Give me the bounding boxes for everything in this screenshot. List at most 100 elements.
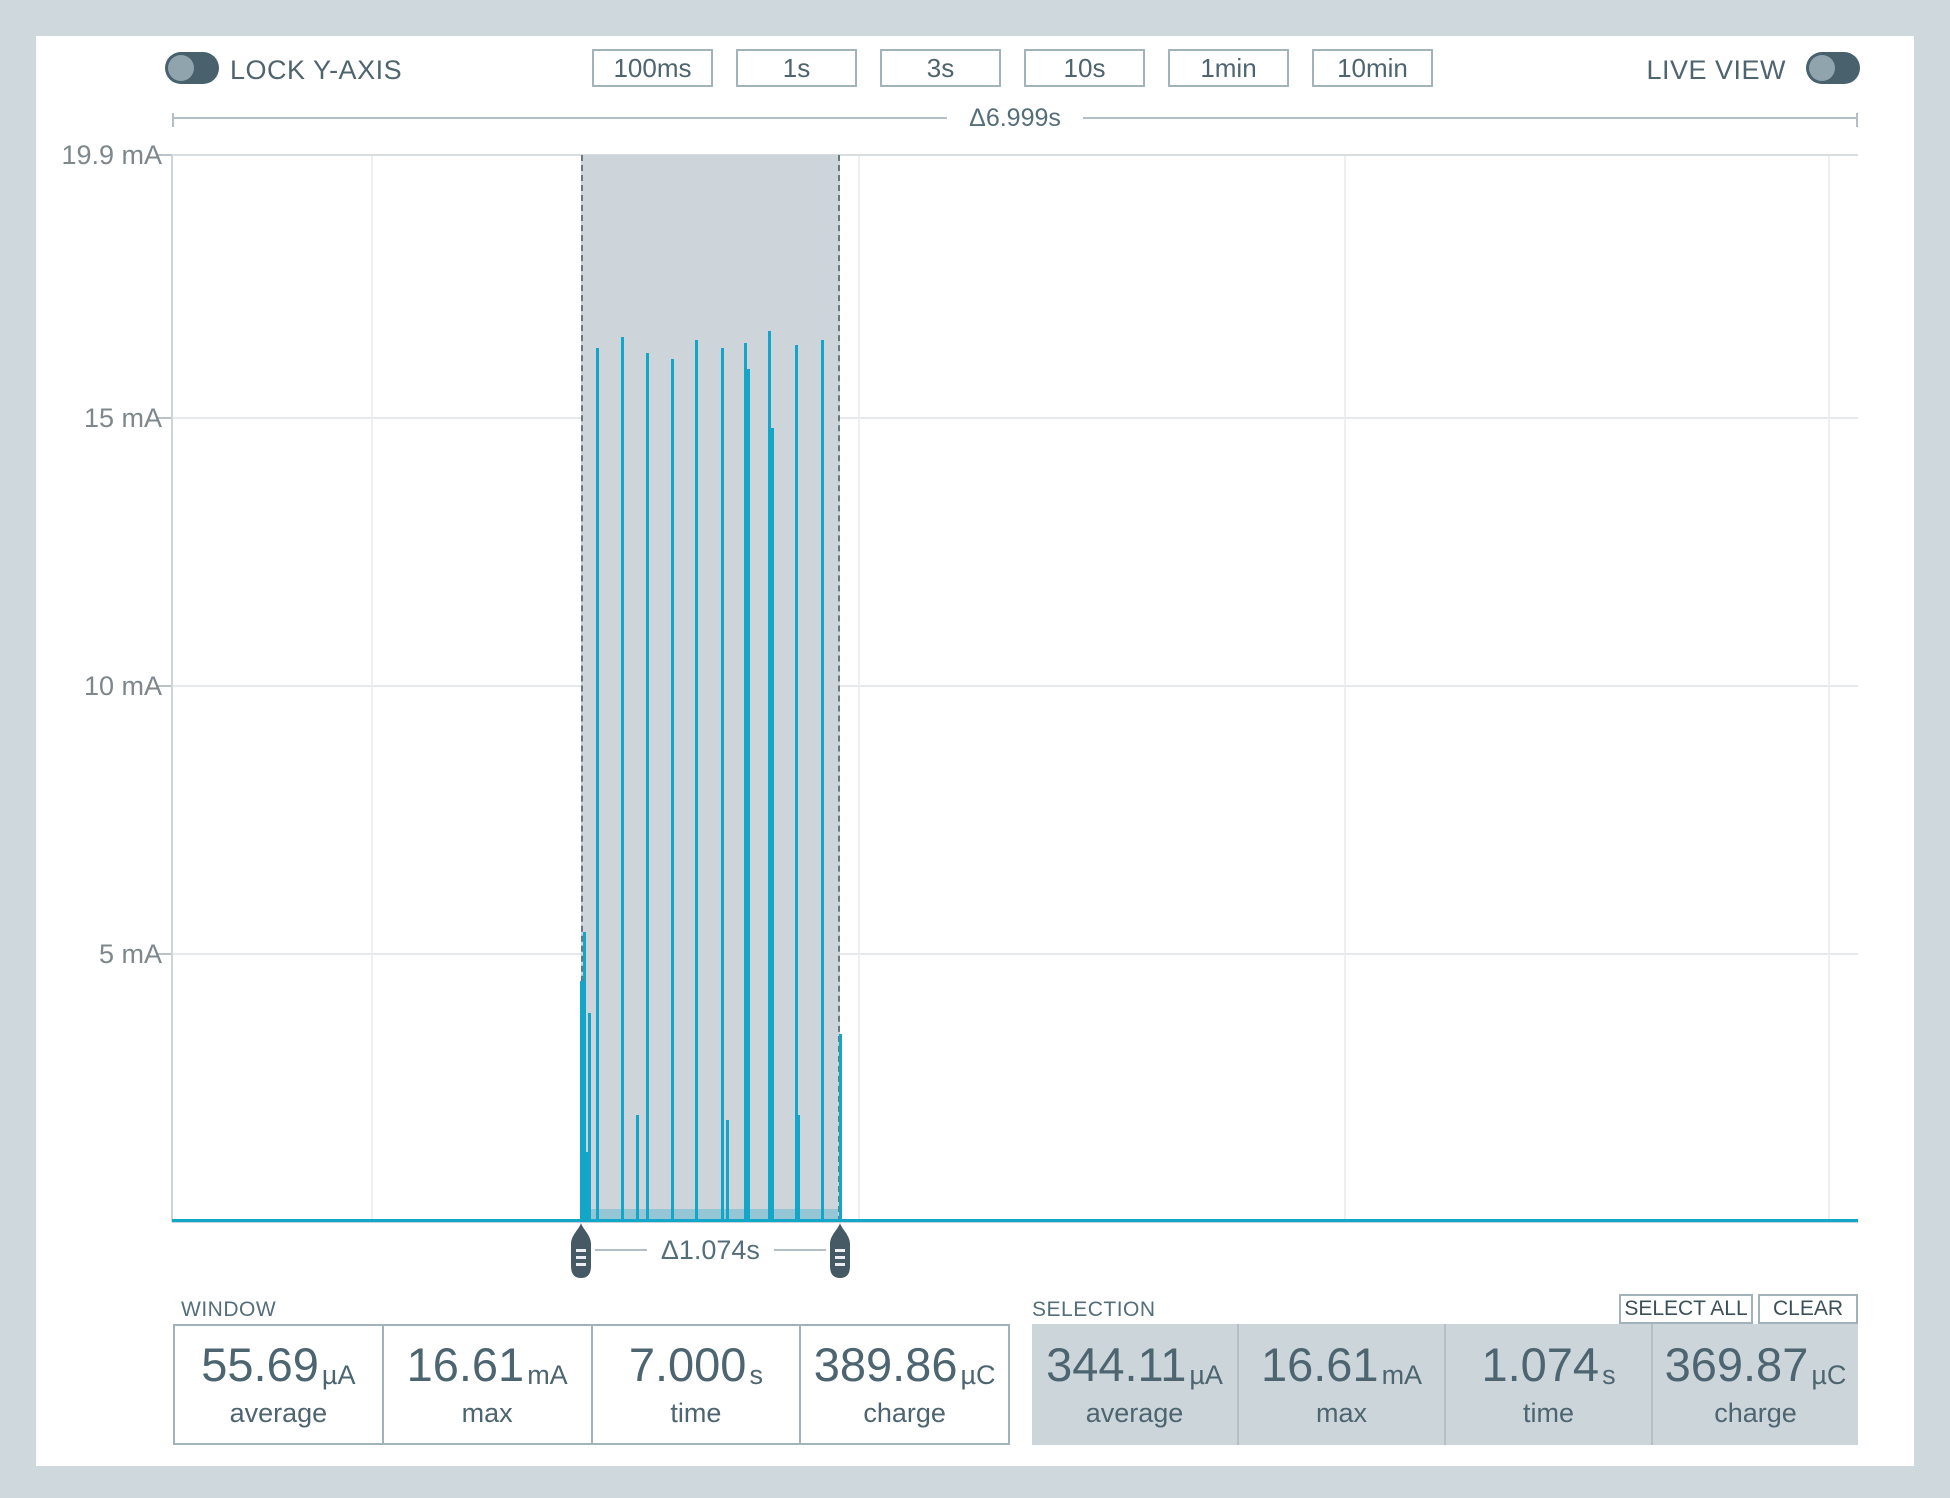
selection-section-title: SELECTION	[1032, 1298, 1156, 1321]
window-stat-max: 16.61 mA max	[381, 1326, 591, 1443]
selection-region[interactable]	[581, 155, 840, 1222]
y-axis-tick	[156, 416, 172, 419]
stat-unit: mA	[527, 1359, 568, 1390]
app-panel: LOCK Y-AXIS 100ms 1s 3s 10s 1min 10min LIVE V…	[36, 36, 1914, 1466]
selection-handle-left[interactable]	[569, 1222, 593, 1280]
stat-unit: µA	[1189, 1359, 1223, 1390]
toggle-knob-icon	[168, 55, 194, 81]
horizontal-gridline	[172, 416, 1858, 419]
window-duration-bracket: Δ6.999s	[172, 104, 1859, 132]
current-spike	[744, 342, 747, 1222]
vertical-gridline	[857, 155, 860, 1222]
stat-value: 389.86 µC	[813, 1337, 996, 1391]
selection-stats-panel: 344.11 µA average 16.61 mA max 1.074 s time 369.8…	[1032, 1324, 1858, 1445]
selection-handle-right[interactable]	[828, 1222, 852, 1280]
current-spike	[695, 339, 698, 1222]
current-spike	[768, 331, 771, 1222]
stat-value: 55.69 µA	[201, 1337, 356, 1391]
toggle-knob-icon	[1809, 55, 1835, 81]
current-spike	[585, 1152, 588, 1222]
horizontal-gridline	[172, 684, 1858, 687]
window-section-title: WINDOW	[181, 1298, 277, 1321]
current-chart[interactable]: 19.9 mA 15 mA 10 mA 5 mA Δ1.074s	[36, 36, 1914, 1466]
current-spike	[588, 1012, 591, 1222]
current-spike	[581, 1061, 584, 1222]
clear-button[interactable]: CLEAR	[1758, 1294, 1858, 1324]
stat-unit: mA	[1381, 1359, 1423, 1390]
current-spike	[821, 339, 824, 1222]
current-spike	[621, 337, 624, 1222]
current-spike	[839, 1034, 842, 1222]
stat-value: 7.000 s	[628, 1337, 763, 1391]
current-spike	[797, 1114, 800, 1222]
selection-stat-average: 344.11 µA average	[1032, 1324, 1237, 1445]
y-axis-tick	[156, 154, 172, 156]
select-all-button[interactable]: SELECT ALL	[1619, 1294, 1753, 1324]
stat-unit: s	[1602, 1359, 1616, 1390]
current-baseline	[172, 1219, 1858, 1222]
stat-label: time	[1522, 1397, 1574, 1428]
stat-label: average	[229, 1397, 328, 1428]
selection-stat-time: 1.074 s time	[1444, 1324, 1651, 1445]
stat-unit: µC	[960, 1359, 996, 1390]
lock-y-axis-toggle[interactable]	[165, 52, 219, 84]
stat-label: charge	[1714, 1397, 1797, 1428]
y-axis-label: 5 mA	[98, 938, 162, 969]
stat-value: 1.074 s	[1481, 1337, 1616, 1391]
stat-label: max	[461, 1397, 513, 1428]
vertical-gridline	[370, 155, 373, 1222]
time-window-button-1min[interactable]: 1min	[1168, 49, 1289, 87]
y-axis-line	[171, 155, 173, 1222]
live-view-label: LIVE VIEW	[1646, 55, 1786, 85]
lock-y-axis-label: LOCK Y-AXIS	[230, 55, 403, 85]
current-spike	[636, 1114, 639, 1222]
chart-bottom-border	[172, 1221, 1858, 1223]
bracket-line-right	[1082, 113, 1859, 127]
y-axis-tick	[156, 952, 172, 955]
y-axis-label: 10 mA	[83, 670, 162, 701]
vertical-gridline	[1828, 155, 1831, 1222]
time-window-buttons: 100ms 1s 3s 10s 1min 10min	[592, 49, 1433, 87]
vertical-gridline	[1344, 155, 1347, 1222]
window-stat-average: 55.69 µA average	[175, 1326, 382, 1443]
stat-label: time	[670, 1397, 722, 1428]
window-stat-charge: 389.86 µC charge	[799, 1326, 1008, 1443]
y-axis-tick	[156, 684, 172, 687]
stat-unit: µA	[321, 1359, 356, 1390]
stat-label: average	[1085, 1397, 1184, 1428]
bracket-tick-left	[172, 113, 174, 127]
stat-value: 369.87 µC	[1664, 1337, 1847, 1391]
y-axis-label: 15 mA	[83, 402, 162, 433]
delta-line-right	[773, 1249, 826, 1251]
current-spike	[721, 348, 724, 1222]
time-window-button-10min[interactable]: 10min	[1312, 49, 1433, 87]
time-window-button-10s[interactable]: 10s	[1024, 49, 1145, 87]
current-spike	[583, 932, 586, 1222]
selection-stat-max: 16.61 mA max	[1237, 1324, 1444, 1445]
stat-value: 16.61 mA	[1260, 1337, 1423, 1391]
current-spike	[646, 353, 649, 1222]
bracket-tick-right	[1856, 113, 1859, 127]
time-window-button-1s[interactable]: 1s	[736, 49, 857, 87]
selection-stat-charge: 369.87 µC charge	[1651, 1324, 1858, 1445]
current-spike	[726, 1120, 729, 1222]
current-spike	[795, 345, 798, 1222]
current-spike	[747, 369, 750, 1222]
selection-delta-label: Δ1.074s	[660, 1234, 760, 1265]
window-delta-label: Δ6.999s	[969, 103, 1061, 132]
horizontal-gridline	[172, 154, 1858, 156]
horizontal-gridline	[172, 952, 1858, 955]
stat-label: charge	[863, 1397, 946, 1428]
stat-value: 16.61 mA	[406, 1337, 568, 1391]
selection-delta: Δ1.074s	[581, 1232, 840, 1268]
window-stats-panel: 55.69 µA average 16.61 mA max 7.000 s time 389.86…	[173, 1324, 1010, 1445]
bracket-line-left	[172, 113, 948, 127]
current-spike	[771, 428, 774, 1222]
stat-label: max	[1315, 1397, 1367, 1428]
time-window-button-3s[interactable]: 3s	[880, 49, 1001, 87]
live-view-toggle[interactable]	[1806, 52, 1860, 84]
window-stat-time: 7.000 s time	[590, 1326, 800, 1443]
time-window-button-100ms[interactable]: 100ms	[592, 49, 713, 87]
stat-unit: s	[749, 1359, 763, 1390]
current-spike	[596, 348, 599, 1222]
